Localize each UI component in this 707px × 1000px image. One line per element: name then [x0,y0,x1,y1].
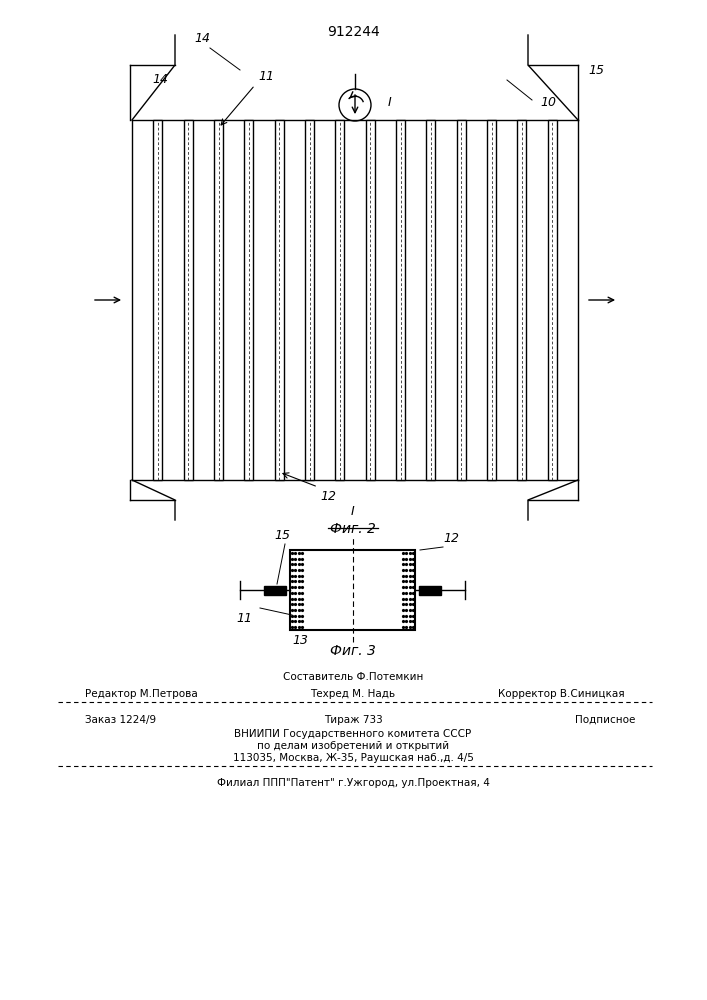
Text: 11: 11 [258,70,274,83]
Text: Техред М. Надь: Техред М. Надь [310,689,395,699]
Text: Тираж 733: Тираж 733 [324,715,382,725]
Bar [153,120,163,480]
Text: 14: 14 [152,73,168,86]
Bar [548,120,556,480]
Text: Фиг. 3: Фиг. 3 [330,644,376,658]
Text: 15: 15 [274,529,290,542]
Bar [290,550,415,630]
Text: по делам изобретений и открытий: по делам изобретений и открытий [257,741,449,751]
Bar [214,120,223,480]
Text: 15: 15 [588,64,604,77]
Text: Составитель Ф.Потемкин: Составитель Ф.Потемкин [283,672,423,682]
Bar [518,120,526,480]
Text: 11: 11 [236,612,252,625]
Text: 113035, Москва, Ж-35, Раушская наб.,д. 4/5: 113035, Москва, Ж-35, Раушская наб.,д. 4… [233,753,474,763]
Text: 12: 12 [443,532,459,545]
Text: Подписное: Подписное [575,715,636,725]
Bar [366,120,375,480]
Text: Фиг. 2: Фиг. 2 [330,522,376,536]
Text: Редактор М.Петрова: Редактор М.Петрова [85,689,198,699]
Bar [305,120,314,480]
Bar [274,120,284,480]
Text: 13: 13 [292,634,308,647]
Bar [335,120,344,480]
Text: 14: 14 [194,32,210,45]
Text: Корректор В.Синицкая: Корректор В.Синицкая [498,689,625,699]
Bar [245,120,253,480]
Bar [426,120,436,480]
Bar [419,585,441,594]
Bar [184,120,193,480]
Text: Филиал ППП"Патент" г.Ужгород, ул.Проектная, 4: Филиал ППП"Патент" г.Ужгород, ул.Проектн… [216,778,489,788]
Bar [396,120,405,480]
Bar [264,585,286,594]
Text: 12: 12 [320,490,336,503]
Bar [487,120,496,480]
Bar [457,120,466,480]
Text: Заказ 1224/9: Заказ 1224/9 [85,715,156,725]
Text: I: I [351,505,355,518]
Text: 10: 10 [540,96,556,108]
Text: 912244: 912244 [327,25,380,39]
Text: ВНИИПИ Государственного комитета СССР: ВНИИПИ Государственного комитета СССР [235,729,472,739]
Text: I: I [388,96,392,108]
